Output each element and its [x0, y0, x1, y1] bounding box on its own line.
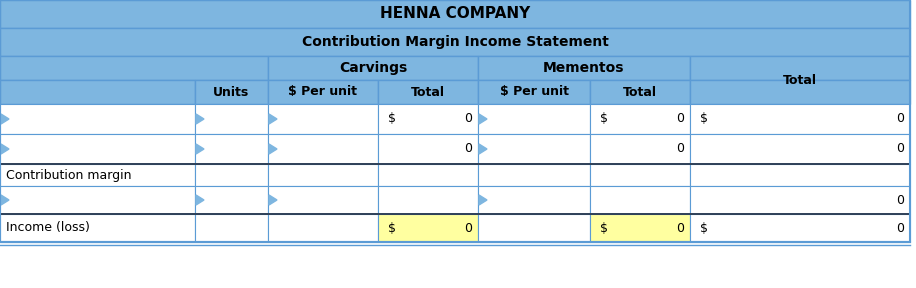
Text: Contribution Margin Income Statement: Contribution Margin Income Statement: [301, 35, 608, 49]
Text: 0: 0: [896, 221, 904, 234]
Bar: [268, 186, 378, 214]
Bar: [590, 186, 690, 214]
Bar: [478, 104, 590, 134]
Text: Total: Total: [783, 73, 817, 86]
Text: 0: 0: [896, 113, 904, 126]
Bar: [0, 56, 268, 80]
Bar: [690, 214, 910, 242]
Bar: [0, 28, 910, 56]
Polygon shape: [196, 144, 204, 154]
Bar: [690, 104, 910, 134]
Polygon shape: [479, 195, 487, 205]
Bar: [590, 164, 690, 186]
Text: Total: Total: [623, 86, 657, 98]
Bar: [690, 186, 910, 214]
Text: $: $: [700, 113, 708, 126]
Bar: [0, 104, 195, 134]
Bar: [690, 56, 910, 80]
Bar: [0, 0, 910, 242]
Bar: [590, 104, 690, 134]
Polygon shape: [1, 144, 9, 154]
Bar: [478, 214, 590, 242]
Text: Total: Total: [411, 86, 445, 98]
Text: 0: 0: [896, 194, 904, 206]
Bar: [378, 214, 478, 242]
Bar: [378, 186, 478, 214]
Text: Income (loss): Income (loss): [6, 221, 90, 234]
Bar: [195, 134, 268, 164]
Bar: [478, 186, 590, 214]
Polygon shape: [196, 195, 204, 205]
Bar: [378, 134, 478, 164]
Bar: [195, 164, 268, 186]
Bar: [195, 104, 268, 134]
Text: Contribution margin: Contribution margin: [6, 168, 132, 181]
Bar: [0, 134, 195, 164]
Text: $: $: [700, 221, 708, 234]
Bar: [690, 134, 910, 164]
Text: $ Per unit: $ Per unit: [499, 86, 569, 98]
Text: $: $: [388, 221, 396, 234]
Bar: [378, 164, 478, 186]
Text: Mementos: Mementos: [543, 61, 625, 75]
Bar: [0, 214, 195, 242]
Text: 0: 0: [676, 221, 684, 234]
Text: $ Per unit: $ Per unit: [289, 86, 357, 98]
Bar: [195, 80, 268, 104]
Bar: [268, 134, 378, 164]
Bar: [195, 186, 268, 214]
Bar: [0, 0, 910, 28]
Text: 0: 0: [464, 113, 472, 126]
Text: 0: 0: [676, 113, 684, 126]
Bar: [268, 104, 378, 134]
Text: 0: 0: [464, 143, 472, 156]
Bar: [690, 80, 910, 104]
Bar: [378, 80, 478, 104]
Polygon shape: [479, 144, 487, 154]
Text: 0: 0: [464, 221, 472, 234]
Bar: [590, 134, 690, 164]
Bar: [378, 104, 478, 134]
Bar: [478, 164, 590, 186]
Polygon shape: [269, 195, 277, 205]
Bar: [268, 214, 378, 242]
Text: 0: 0: [896, 143, 904, 156]
Bar: [590, 80, 690, 104]
Text: Carvings: Carvings: [339, 61, 407, 75]
Bar: [478, 80, 590, 104]
Polygon shape: [196, 114, 204, 124]
Polygon shape: [269, 114, 277, 124]
Text: $: $: [600, 221, 608, 234]
Bar: [690, 164, 910, 186]
Text: HENNA COMPANY: HENNA COMPANY: [380, 7, 530, 22]
Text: 0: 0: [676, 143, 684, 156]
Bar: [0, 80, 195, 104]
Bar: [478, 134, 590, 164]
Text: Units: Units: [213, 86, 250, 98]
Bar: [268, 164, 378, 186]
Bar: [478, 56, 690, 80]
Polygon shape: [479, 114, 487, 124]
Bar: [268, 56, 478, 80]
Bar: [268, 80, 378, 104]
Polygon shape: [269, 144, 277, 154]
Text: $: $: [388, 113, 396, 126]
Bar: [195, 214, 268, 242]
Bar: [0, 186, 195, 214]
Polygon shape: [1, 114, 9, 124]
Bar: [590, 214, 690, 242]
Polygon shape: [1, 195, 9, 205]
Text: $: $: [600, 113, 608, 126]
Bar: [0, 164, 195, 186]
